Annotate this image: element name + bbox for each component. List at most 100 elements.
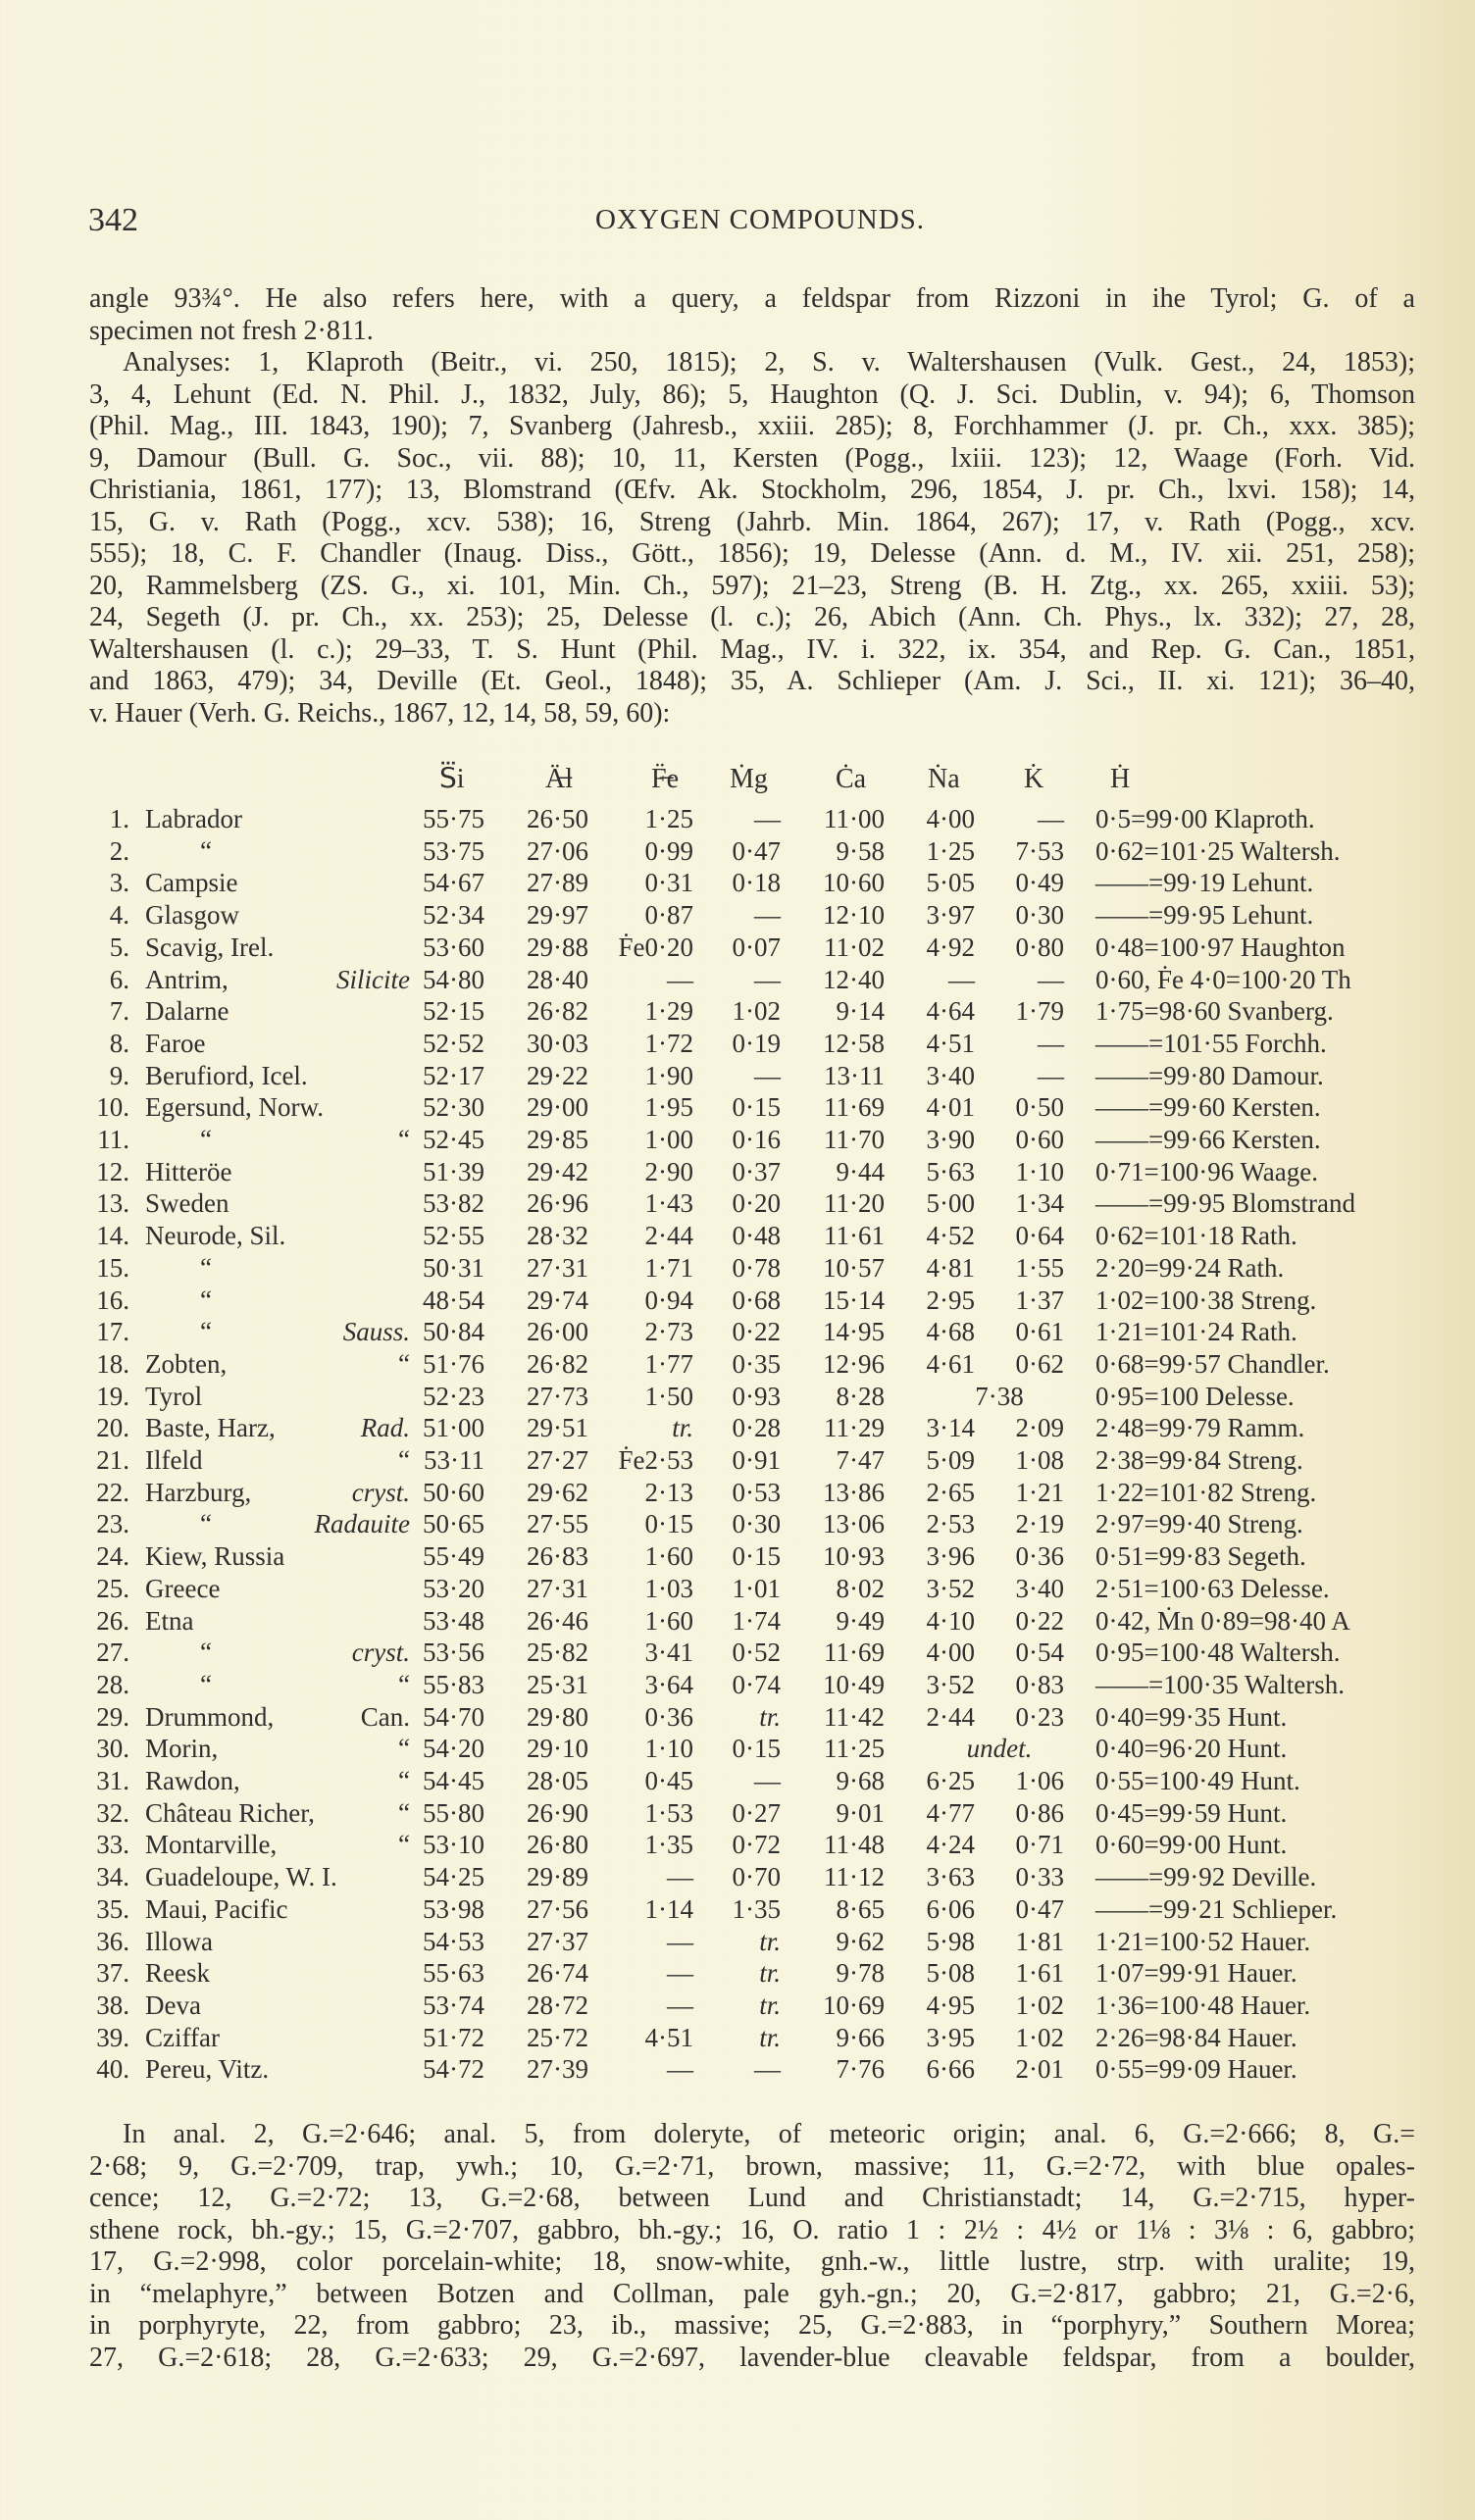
value-al: 27·31 [527, 1252, 588, 1283]
row-number: 10. [96, 1092, 129, 1123]
value-al: 29·85 [527, 1125, 588, 1154]
value-si: 51·72 [423, 2022, 484, 2052]
value-ca: 11·61 [824, 1221, 885, 1251]
row-number: 28. [96, 1669, 129, 1699]
value-k: 1·81 [1015, 1926, 1065, 1956]
value-fe: Ḟe2·53 [618, 1445, 694, 1475]
value-mg: 0·91 [732, 1445, 782, 1475]
value-ca: 9·78 [836, 1958, 886, 1989]
value-na: 4·64 [926, 996, 976, 1027]
value-si: 53·11 [424, 1445, 484, 1475]
value-fe: 1·29 [644, 996, 694, 1027]
value-si: 50·31 [423, 1252, 484, 1283]
value-mg: 0·18 [732, 868, 782, 898]
row-number: 23. [96, 1509, 129, 1539]
row-number: 24. [96, 1541, 129, 1572]
value-si: 50·84 [423, 1317, 484, 1347]
value-fe: 1·90 [644, 1060, 694, 1090]
column-header-al: Ä̶l [545, 764, 573, 794]
value-al: 29·89 [527, 1862, 588, 1892]
value-fe: — [667, 964, 693, 994]
value-na: — [948, 964, 975, 994]
value-k: 0·47 [1015, 1893, 1065, 1924]
value-na: 3·96 [926, 1541, 976, 1572]
value-si: 48·54 [423, 1285, 484, 1315]
value-si: 53·60 [423, 932, 484, 962]
value-mg: 1·01 [732, 1573, 782, 1603]
column-header-fe: F̶̈e [651, 764, 679, 794]
value-si: 53·48 [423, 1605, 484, 1636]
value-mg: 0·37 [732, 1156, 782, 1186]
value-al: 29·22 [527, 1060, 588, 1090]
value-h-total-analyst: 2·97=99·40 Streng. [1095, 1509, 1303, 1539]
value-al: 29·62 [527, 1477, 588, 1507]
row-number: 20. [96, 1413, 129, 1443]
locality-name: Cziffar [145, 2022, 220, 2052]
row-number: 19. [96, 1381, 129, 1411]
value-al: 27·73 [527, 1381, 588, 1411]
value-ca: 12·10 [823, 900, 885, 931]
value-ca: 9·14 [836, 996, 886, 1027]
value-ca: 9·01 [836, 1797, 886, 1828]
value-al: 25·31 [527, 1669, 588, 1699]
value-k: 1·61 [1015, 1958, 1065, 1989]
value-mg: — [754, 1766, 781, 1795]
locality-name: “ [200, 1509, 212, 1539]
locality-name: Sweden [145, 1188, 229, 1219]
value-si: 54·45 [423, 1766, 484, 1795]
value-ca: 9·58 [836, 835, 886, 866]
value-h-total-analyst: 1·36=100·48 Hauer. [1095, 1990, 1311, 2020]
value-fe: 2·90 [644, 1156, 694, 1186]
value-h-total-analyst: ——=99·80 Damour. [1095, 1060, 1324, 1090]
value-si: 55·49 [423, 1541, 484, 1572]
value-mg: tr. [759, 2022, 781, 2052]
row-number: 38. [96, 1990, 129, 2020]
row-number: 33. [96, 1830, 129, 1860]
value-k: 0·60 [1015, 1125, 1065, 1154]
value-al: 29·42 [527, 1156, 588, 1186]
row-number: 4. [109, 900, 129, 931]
locality-name: Rawdon, [145, 1766, 240, 1795]
value-al: 29·74 [527, 1285, 588, 1315]
value-si: 52·23 [423, 1381, 484, 1411]
locality-name: “ [200, 1252, 212, 1283]
value-al: 29·88 [527, 932, 588, 962]
value-fe: 1·60 [644, 1605, 694, 1636]
locality-name: “ [200, 1317, 212, 1347]
locality-qualifier: cryst. [351, 1477, 410, 1507]
value-al: 28·40 [527, 964, 588, 994]
value-al: 27·89 [527, 868, 588, 898]
row-number: 32. [96, 1797, 129, 1828]
locality-name: Berufiord, Icel. [145, 1060, 308, 1090]
value-h-total-analyst: 0·62=101·18 Rath. [1095, 1221, 1297, 1251]
value-fe: 0·94 [644, 1285, 694, 1315]
row-number: 29. [96, 1701, 129, 1732]
value-si: 50·60 [423, 1477, 484, 1507]
value-h-total-analyst: ——=99·21 Schlieper. [1095, 1893, 1338, 1924]
value-fe: 3·41 [644, 1638, 694, 1668]
value-fe: 1·43 [644, 1188, 694, 1219]
value-si: 51·39 [423, 1156, 484, 1186]
value-si: 55·80 [423, 1797, 484, 1828]
value-k: 1·37 [1015, 1285, 1065, 1315]
value-ca: 11·70 [824, 1125, 885, 1154]
value-al: 27·56 [527, 1893, 588, 1924]
locality-name: Château Richer, [145, 1797, 315, 1828]
value-ca: 11·02 [824, 932, 885, 962]
table-row: 40. Pereu, Vitz. 54·72 27·39 — — 7·76 6·66 2·01 0… [0, 2053, 1475, 2085]
value-si: 52·15 [423, 996, 484, 1027]
value-si: 53·75 [423, 835, 484, 866]
value-fe: 1·77 [644, 1348, 694, 1379]
row-number: 16. [96, 1285, 129, 1315]
value-mg: 1·02 [732, 996, 782, 1027]
value-na: 4·61 [926, 1348, 976, 1379]
row-number: 21. [96, 1445, 129, 1475]
value-al: 26·82 [527, 996, 588, 1027]
value-na: 2·44 [926, 1701, 976, 1732]
value-si: 53·74 [423, 1990, 484, 2020]
value-k: 7·53 [1015, 835, 1065, 866]
column-header-mg: Ṁg [730, 764, 768, 794]
table-row: 22. Harzburg, cryst. 50·60 29·62 2·13 0·53 13·8… [0, 1477, 1475, 1508]
row-number: 5. [109, 932, 129, 962]
row-number: 14. [96, 1221, 129, 1251]
